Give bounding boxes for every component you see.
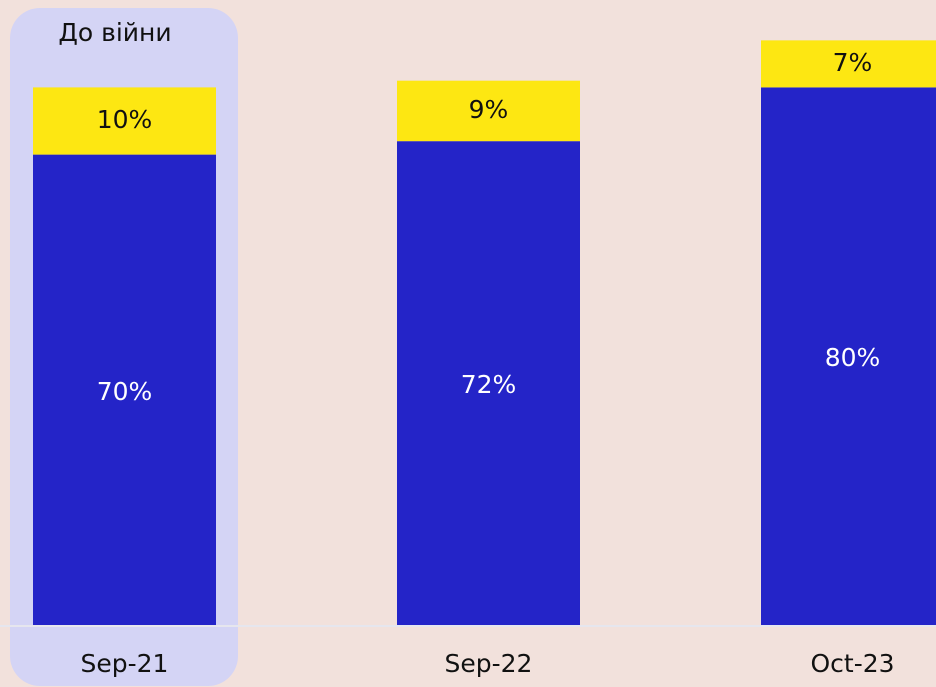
data-label: 80% bbox=[825, 343, 881, 372]
annotation: До війни bbox=[58, 18, 171, 47]
x-tick-label: Sep-21 bbox=[81, 649, 169, 678]
bar-segment bbox=[33, 154, 216, 625]
x-tick-label: Sep-22 bbox=[445, 649, 533, 678]
data-label: 10% bbox=[97, 105, 153, 134]
bar-segment bbox=[397, 80, 580, 142]
bar-segment bbox=[761, 40, 936, 88]
x-tick-label: Oct-23 bbox=[810, 649, 894, 678]
data-label: 7% bbox=[833, 48, 873, 77]
bar-segment bbox=[33, 87, 216, 155]
data-label: 9% bbox=[469, 95, 509, 124]
data-label: 70% bbox=[97, 377, 153, 406]
data-label: 72% bbox=[461, 370, 517, 399]
bar-segment bbox=[761, 87, 936, 625]
bar-segment bbox=[397, 141, 580, 625]
